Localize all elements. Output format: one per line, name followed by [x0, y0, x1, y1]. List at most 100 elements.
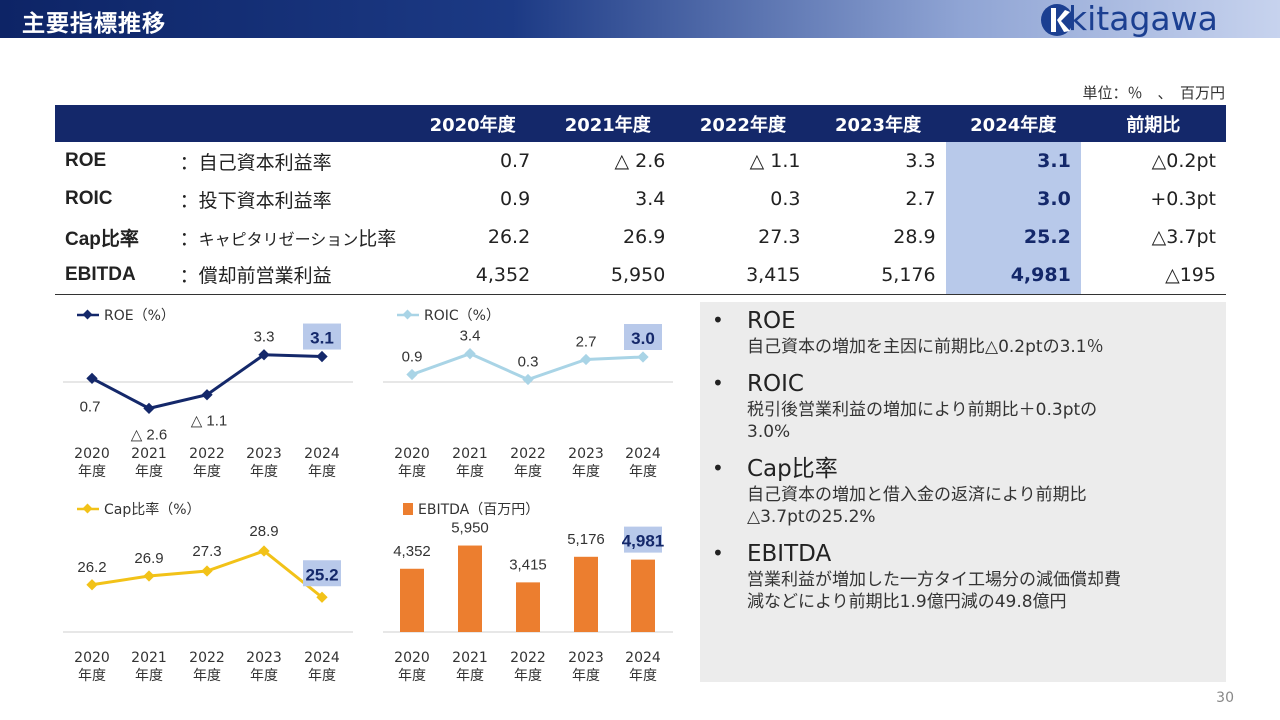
data-point [143, 402, 155, 415]
value-cell: 28.9 [893, 226, 936, 248]
comments-panel: • ROE 自己資本の増加を主因に前期比△0.2ptの3.1％ • ROIC 税… [700, 302, 1226, 682]
data-label: 3,415 [509, 556, 547, 573]
data-label: 4,352 [393, 543, 431, 560]
comment-heading: ROE [747, 308, 796, 334]
comment-body: 自己資本の増加を主因に前期比△0.2ptの3.1％ [747, 337, 1104, 357]
data-label: 3.3 [254, 329, 275, 346]
category-tick: 2024 [625, 446, 661, 462]
category-tick: 年度 [193, 464, 221, 480]
page-title: 主要指標推移 [22, 11, 166, 37]
data-label: 28.9 [249, 523, 278, 540]
data-label: 27.3 [192, 543, 221, 560]
data-label: 0.7 [80, 398, 101, 415]
category-tick: 2021 [452, 650, 488, 666]
category-tick: 年度 [572, 668, 600, 684]
diff-cell: +0.3pt [1150, 188, 1216, 210]
category-tick: 年度 [629, 668, 657, 684]
row-desc: ：キャピタリゼーション比率 [172, 218, 405, 256]
data-label-highlight: 4,981 [622, 532, 665, 551]
value-cell: △ 1.1 [749, 150, 801, 172]
bar [631, 559, 655, 632]
category-tick: 2020 [394, 446, 430, 462]
category-tick: 年度 [308, 464, 336, 480]
data-label: 2.7 [576, 334, 597, 351]
category-tick: 2021 [452, 446, 488, 462]
comment-item: • EBITDA 営業利益が増加した一方タイ工場分の減価償却費 減などにより前期… [712, 539, 1216, 613]
value-cell-highlight: 3.0 [945, 180, 1081, 218]
table-row-roe: ROE ：自己資本利益率 0.7 △ 2.6 △ 1.1 3.3 3.1 △0.… [55, 142, 1226, 180]
column-header: 前期比 [1080, 105, 1226, 142]
comment-heading: Cap比率 [747, 456, 838, 482]
category-tick: 年度 [135, 668, 163, 684]
value-cell-highlight: 4,981 [945, 256, 1081, 295]
highlight-box [303, 560, 341, 587]
category-tick: 年度 [629, 464, 657, 480]
data-point [201, 565, 213, 577]
comment-body: 税引後営業利益の増加により前期比＋0.3ptの 3.0% [747, 400, 1098, 442]
value-cell: 0.7 [499, 150, 531, 172]
row-name: ROIC [65, 188, 113, 209]
bar [458, 545, 482, 632]
legend: EBITDA（百万円） [403, 502, 539, 518]
row-desc: ：投下資本利益率 [179, 189, 332, 212]
diff-cell: △195 [1080, 256, 1226, 295]
comment-body: 営業利益が増加した一方タイ工場分の減価償却費 減などにより前期比1.9億円減の4… [747, 570, 1121, 612]
category-tick: 2022 [510, 650, 546, 666]
table-row-roic: ROIC ：投下資本利益率 0.9 3.4 0.3 2.7 3.0 +0.3pt [55, 180, 1226, 218]
bullet: • [712, 308, 724, 332]
value-cell: 0.3 [770, 188, 801, 210]
comment-item: • ROIC 税引後営業利益の増加により前期比＋0.3ptの 3.0% [712, 369, 1216, 443]
category-tick: 2023 [246, 650, 282, 666]
value-cell: 3,415 [675, 256, 811, 295]
diff-cell: △0.2pt [1151, 150, 1216, 172]
value-cell: 5,176 [810, 256, 946, 295]
category-tick: 年度 [78, 464, 106, 480]
category-tick: 2024 [304, 650, 340, 666]
value-cell-highlight: 25.2 [945, 218, 1081, 256]
data-point [316, 350, 328, 363]
roe-line-chart: ROE（%） 0.7 △ 2.6 △ 1.1 3.3 3.1 2020 年度 2021 年度 202… [63, 308, 353, 480]
header-bar: 主要指標推移 kitagawa [0, 0, 1280, 38]
cap-line-chart: Cap比率（%） 26.2 26.9 27.3 28.9 25.2 2020 年度 2021 年度… [63, 501, 353, 684]
value-cell: 3.4 [635, 188, 666, 210]
category-tick: 2021 [131, 446, 167, 462]
comment-body: 自己資本の増加と借入金の返済により前期比 △3.7ptの25.2% [747, 485, 1087, 527]
data-point [143, 570, 155, 582]
category-tick: 2022 [189, 650, 225, 666]
category-tick: 2020 [74, 446, 110, 462]
legend-label: EBITDA（百万円） [418, 502, 539, 518]
chart-roic: ROIC（%） 0.9 3.4 0.3 2.7 3.0 2020 年度 2021 年度 2022 年度… [375, 300, 685, 490]
column-header: 2024年度 [945, 105, 1081, 142]
data-point [86, 579, 98, 591]
legend-label: ROE（%） [104, 308, 175, 324]
legend-swatch [403, 503, 413, 515]
legend-marker [402, 309, 413, 320]
legend-marker [82, 309, 93, 320]
bullet: • [712, 456, 724, 480]
category-tick: 2021 [131, 650, 167, 666]
data-label-highlight: 3.0 [631, 329, 655, 348]
comment-heading: ROIC [747, 371, 804, 397]
data-point [464, 348, 476, 360]
row-name: EBITDA [55, 256, 172, 295]
category-tick: 2023 [568, 446, 604, 462]
category-tick: 2022 [510, 446, 546, 462]
row-desc: ：自己資本利益率 [179, 151, 332, 174]
legend-label: Cap比率（%） [104, 501, 201, 518]
desc-suffix: 比率 [358, 227, 397, 250]
bullet: • [712, 541, 724, 565]
category-tick: 年度 [572, 464, 600, 480]
category-tick: 年度 [514, 464, 542, 480]
kpi-table: 2020年度 2021年度 2022年度 2023年度 2024年度 前期比 R… [55, 105, 1226, 295]
category-tick: 年度 [398, 668, 426, 684]
header-cell-empty [171, 105, 406, 142]
category-tick: 年度 [250, 464, 278, 480]
data-point [580, 353, 592, 366]
legend: Cap比率（%） [77, 501, 201, 518]
value-cell: 26.9 [623, 226, 666, 248]
data-label: △ 1.1 [191, 413, 228, 430]
data-label: 5,950 [451, 520, 489, 537]
category-tick: 2020 [394, 650, 430, 666]
page-number: 30 [1216, 690, 1234, 706]
column-header: 2021年度 [540, 105, 676, 142]
